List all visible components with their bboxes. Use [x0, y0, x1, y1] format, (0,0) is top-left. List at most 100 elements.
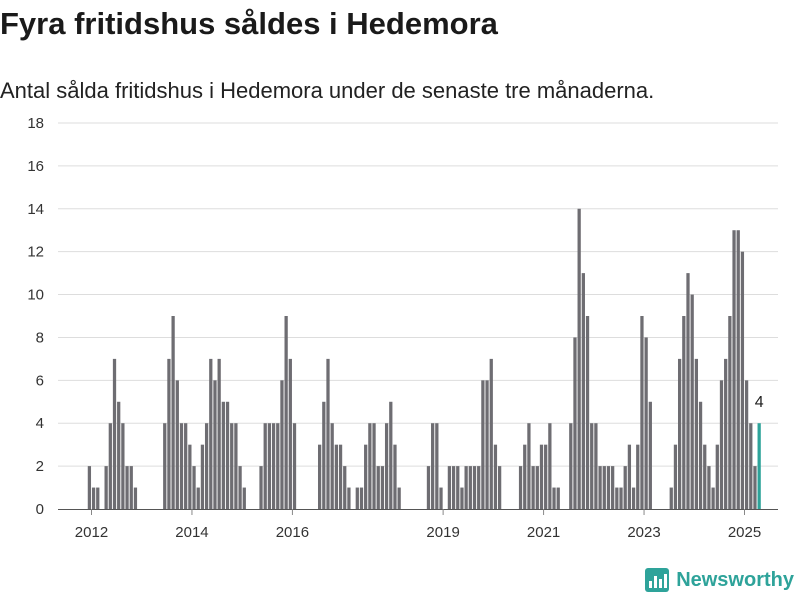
- bar: [539, 444, 544, 509]
- bar: [581, 273, 585, 509]
- bar: [292, 423, 297, 509]
- bar: [317, 444, 322, 509]
- data-labels: 4: [755, 394, 764, 411]
- bar: [732, 230, 736, 509]
- bar: [426, 466, 431, 509]
- y-tick-label: 8: [36, 329, 44, 346]
- x-tick-label: 2021: [527, 524, 560, 541]
- bar: [121, 423, 125, 509]
- bars: [87, 208, 761, 509]
- bar: [230, 423, 234, 509]
- x-axis: 2012 2014 2016 2019 2021 2023 2025: [58, 509, 778, 541]
- bar: [380, 466, 385, 509]
- bar: [531, 466, 535, 509]
- bar: [493, 444, 498, 509]
- bar: [585, 316, 590, 509]
- bar: [364, 444, 368, 509]
- bar: [288, 358, 292, 509]
- bar: [209, 358, 213, 509]
- bar: [280, 380, 284, 509]
- bar: [673, 444, 678, 509]
- bar: [690, 294, 694, 509]
- bar: [359, 487, 364, 509]
- bar: [96, 487, 100, 509]
- bar: [636, 444, 640, 509]
- bar: [376, 466, 380, 509]
- bar: [682, 316, 686, 509]
- bar: [431, 423, 435, 509]
- bar: [175, 380, 179, 509]
- bar: [518, 466, 523, 509]
- bar: [91, 487, 96, 509]
- bar: [200, 444, 205, 509]
- bar: [464, 466, 468, 509]
- bar: [112, 358, 117, 509]
- bar: [623, 466, 627, 509]
- y-tick-label: 16: [27, 158, 44, 175]
- bar: [669, 487, 673, 509]
- bar: [338, 444, 343, 509]
- bar: [259, 466, 263, 509]
- bar: [276, 423, 280, 509]
- bar: [686, 273, 690, 509]
- bar: [569, 423, 573, 509]
- y-tick-label: 4: [36, 415, 44, 432]
- bar: [644, 337, 648, 509]
- bar: [472, 466, 477, 509]
- bar: [389, 401, 393, 509]
- bar: [368, 423, 372, 509]
- bar: [384, 423, 389, 509]
- x-tick-label: 2023: [627, 524, 660, 541]
- bar: [485, 380, 489, 509]
- bar: [355, 487, 359, 509]
- newsworthy-logo[interactable]: Newsworthy: [645, 568, 794, 592]
- bar: [242, 487, 246, 509]
- bar: [707, 466, 711, 509]
- bar: [108, 423, 112, 509]
- bar: [744, 380, 749, 509]
- bar: [590, 423, 594, 509]
- y-tick-label: 2: [36, 458, 44, 475]
- bar: [749, 423, 753, 509]
- bar: [284, 316, 288, 509]
- bar: [460, 487, 464, 509]
- bar: [163, 423, 167, 509]
- bar-highlight: [757, 423, 761, 509]
- bar: [133, 487, 138, 509]
- bar: [724, 358, 728, 509]
- bar: [129, 466, 133, 509]
- bar: [694, 358, 699, 509]
- bar: [171, 316, 175, 509]
- bar: [188, 444, 192, 509]
- bar: [698, 401, 703, 509]
- bar: [234, 423, 238, 509]
- y-tick-label: 6: [36, 372, 44, 389]
- y-tick-label: 0: [36, 501, 44, 518]
- bar: [87, 466, 92, 509]
- bar: [598, 466, 602, 509]
- bar-chart-icon: [645, 568, 670, 592]
- bar: [548, 423, 552, 509]
- bar: [544, 444, 548, 509]
- bar: [497, 466, 502, 509]
- bar: [263, 423, 267, 509]
- bar: [267, 423, 272, 509]
- bar: [611, 466, 615, 509]
- bar: [271, 423, 276, 509]
- bar: [703, 444, 707, 509]
- bar: [753, 466, 757, 509]
- bar: [527, 423, 531, 509]
- y-tick-label: 14: [27, 201, 44, 218]
- bar: [347, 487, 351, 509]
- bar: [640, 316, 644, 509]
- bar: [439, 487, 443, 509]
- y-tick-label: 10: [27, 287, 44, 304]
- y-tick-label: 12: [27, 244, 44, 261]
- bar: [489, 358, 493, 509]
- bar: [221, 401, 225, 509]
- brand-name: Newsworthy: [676, 568, 794, 591]
- bar: [715, 444, 719, 509]
- bar: [631, 487, 636, 509]
- bar: [393, 444, 397, 509]
